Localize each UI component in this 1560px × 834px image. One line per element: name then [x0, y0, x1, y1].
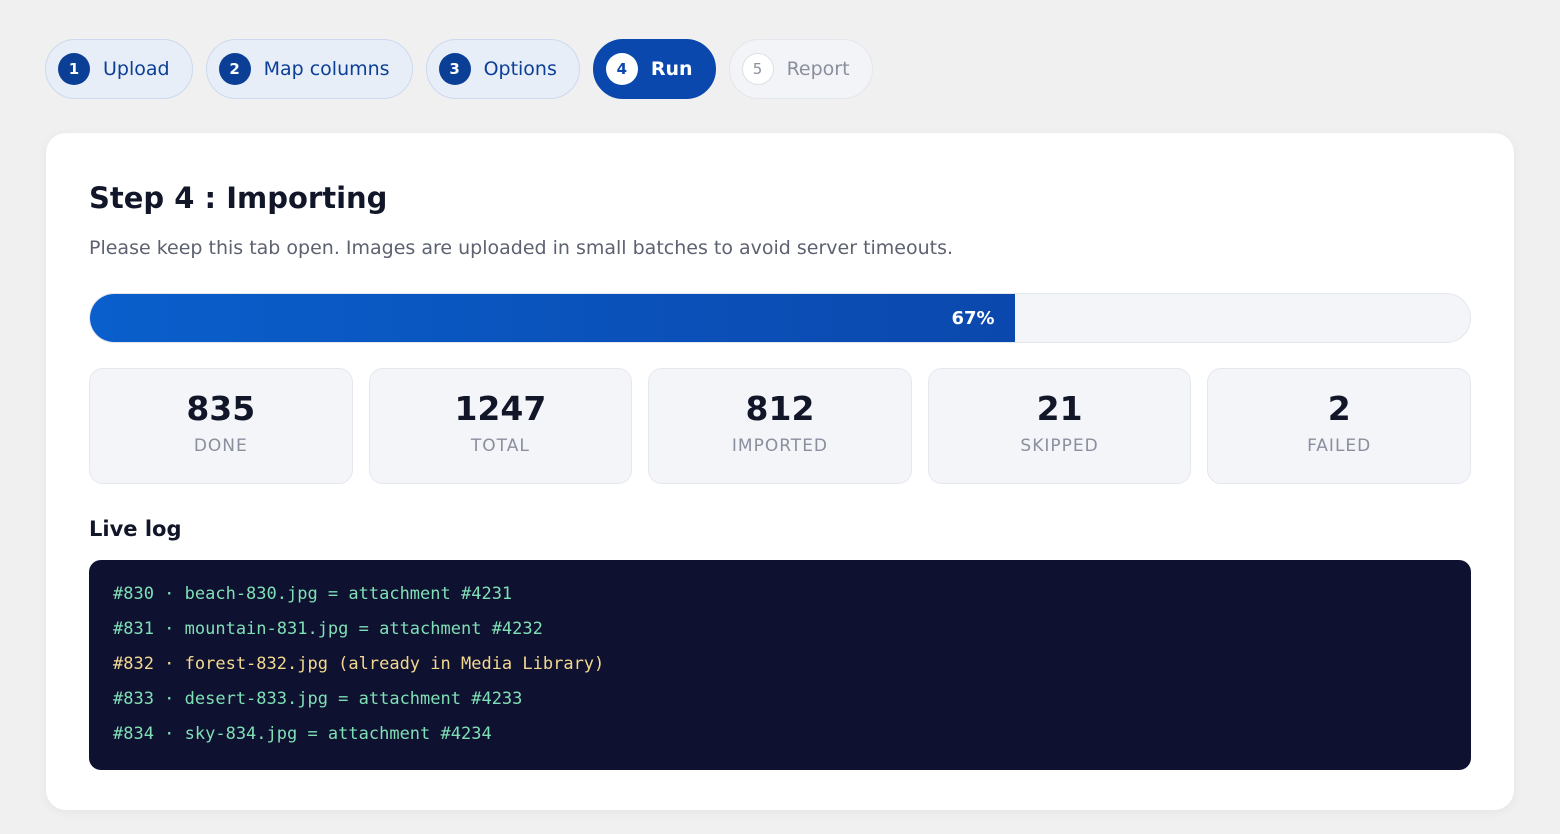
progress-fill: 67% [90, 294, 1015, 342]
stat-label: DONE [193, 436, 248, 456]
step-number: 2 [218, 53, 251, 85]
step-label: Map columns [263, 58, 390, 80]
log-title: Live log [89, 517, 182, 541]
page-subtitle: Please keep this tab open. Images are up… [89, 237, 954, 259]
step-number: 4 [605, 53, 638, 85]
step-label: Report [786, 58, 850, 80]
page-title: Step 4 : Importing [89, 181, 388, 215]
stepper: 1 Upload 2 Map columns 3 Options 4 Run 5… [45, 39, 873, 99]
step-label: Upload [103, 58, 170, 80]
step-label: Run [650, 58, 693, 80]
step-number: 1 [58, 53, 90, 85]
step-number: 3 [438, 53, 471, 85]
log-line: #830 · beach-830.jpg = attachment #4231 [113, 584, 513, 604]
stat-imported: 812 IMPORTED [648, 368, 912, 484]
stat-value: 21 [1036, 389, 1083, 428]
step-label: Options [483, 58, 557, 80]
log-line: #831 · mountain-831.jpg = attachment #42… [113, 619, 543, 639]
log-line: #834 · sky-834.jpg = attachment #4234 [113, 724, 492, 744]
stat-value: 2 [1327, 389, 1351, 428]
log-line: #832 · forest-832.jpg (already in Media … [113, 654, 605, 674]
stat-total: 1247 TOTAL [368, 368, 633, 484]
stats-row: 835 DONE 1247 TOTAL 812 IMPORTED 21 SKIP… [89, 368, 1471, 484]
stat-label: IMPORTED [731, 436, 829, 456]
step-map-columns[interactable]: 2 Map columns [205, 39, 413, 99]
step-upload[interactable]: 1 Upload [45, 39, 193, 99]
step-number: 5 [741, 53, 774, 85]
step-report[interactable]: 5 Report [728, 39, 873, 99]
import-card: Step 4 : Importing Please keep this tab … [46, 133, 1514, 810]
stat-label: FAILED [1307, 436, 1372, 456]
stat-value: 812 [745, 389, 815, 428]
stat-done: 835 DONE [89, 368, 353, 484]
step-options[interactable]: 3 Options [425, 39, 580, 99]
stat-label: TOTAL [470, 436, 530, 456]
step-run[interactable]: 4 Run [592, 39, 716, 99]
stat-value: 835 [186, 389, 256, 428]
stat-failed: 2 FAILED [1207, 368, 1471, 484]
log-line: #833 · desert-833.jpg = attachment #4233 [113, 689, 523, 709]
progress-label: 67% [951, 307, 995, 329]
stat-skipped: 21 SKIPPED [927, 368, 1192, 484]
live-log[interactable]: #830 · beach-830.jpg = attachment #4231 … [89, 560, 1471, 770]
stat-value: 1247 [454, 389, 547, 428]
stat-label: SKIPPED [1020, 436, 1099, 456]
progress-bar: 67% [89, 293, 1471, 343]
